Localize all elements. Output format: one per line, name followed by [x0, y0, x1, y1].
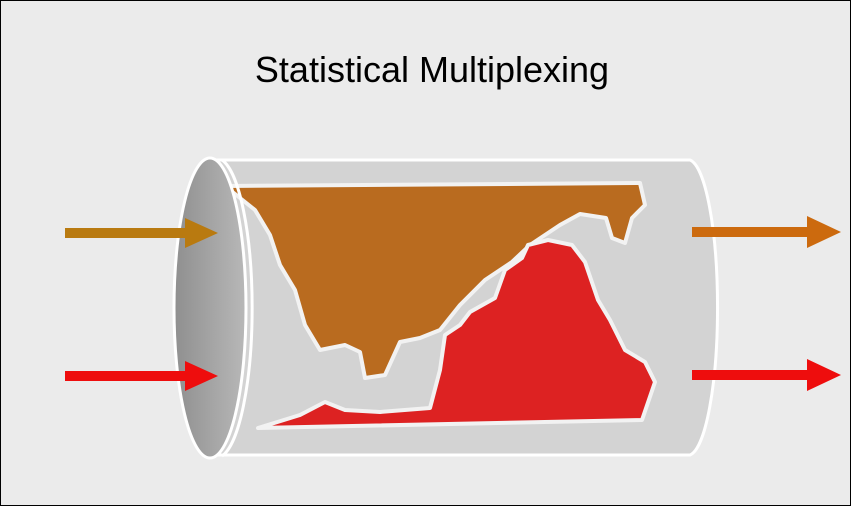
- arrow-head: [807, 359, 841, 391]
- arrow-head: [185, 361, 218, 391]
- arrow-head: [185, 218, 218, 248]
- pipe-end: [172, 156, 248, 460]
- arrow-head: [807, 216, 841, 248]
- title: Statistical Multiplexing: [255, 49, 609, 90]
- brown-traffic: [223, 181, 647, 380]
- red-traffic: [256, 238, 657, 430]
- pipe-rim: [221, 158, 254, 458]
